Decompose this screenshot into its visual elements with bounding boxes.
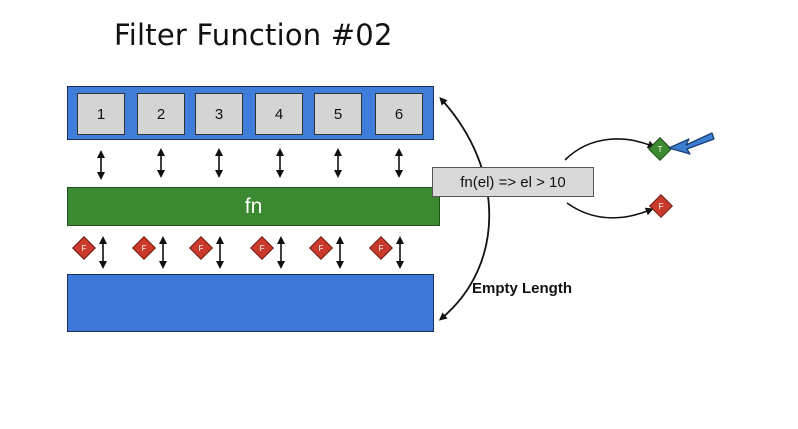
false-branch-arrow (566, 202, 654, 219)
red-diamond-icon: F (71, 235, 97, 261)
red-diamond-icon: F (648, 193, 674, 219)
red-diamond-icon: F (249, 235, 275, 261)
green-diamond-icon: T (647, 136, 673, 162)
diagram-title: Filter Function #02 (114, 18, 393, 52)
array-cell: 3 (195, 93, 243, 135)
curved-arrow (438, 97, 490, 321)
array-cell: 6 (375, 93, 423, 135)
false-marker: F (199, 244, 204, 253)
false-marker: F (379, 244, 384, 253)
array-cell: 1 (77, 93, 125, 135)
true-marker: T (658, 145, 663, 154)
red-diamond-icon: F (368, 235, 394, 261)
false-marker: F (142, 244, 147, 253)
false-marker: F (659, 202, 664, 211)
input-array: 1 2 3 4 5 6 (67, 86, 434, 140)
array-cell: 2 (137, 93, 185, 135)
array-cell: 4 (255, 93, 303, 135)
true-branch-arrow (564, 138, 656, 161)
red-diamond-icon: F (188, 235, 214, 261)
blue-pointer-arrow-icon (668, 132, 715, 155)
array-cell: 5 (314, 93, 362, 135)
red-diamond-icon: F (308, 235, 334, 261)
false-marker: F (82, 244, 87, 253)
false-marker: F (260, 244, 265, 253)
false-marker: F (319, 244, 324, 253)
result-label: Empty Length (472, 280, 572, 297)
red-diamond-icon: F (131, 235, 157, 261)
result-array (67, 274, 434, 332)
predicate-label: fn(el) => el > 10 (432, 167, 594, 197)
false-diamond-row: F F F F F F (71, 235, 394, 261)
